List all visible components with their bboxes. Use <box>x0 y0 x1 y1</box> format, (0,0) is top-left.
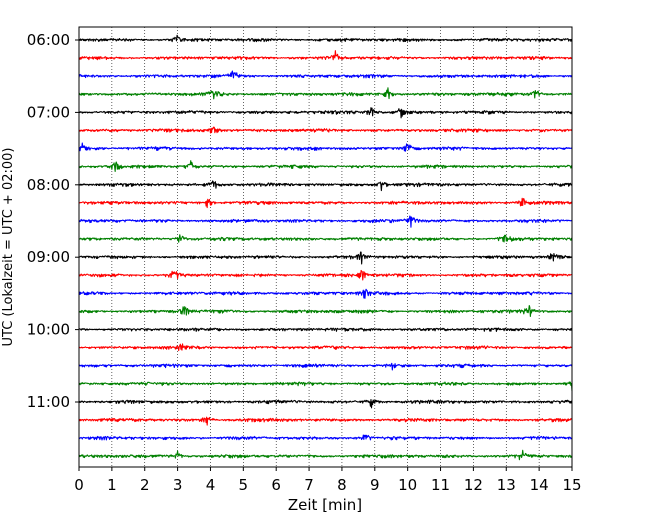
x-tick-label: 15 <box>562 476 581 494</box>
x-tick-label: 11 <box>431 476 450 494</box>
trace-line <box>78 160 573 172</box>
y-axis-label: UTC (Lokalzeit = UTC + 02:00) <box>1 148 16 347</box>
x-tick-label: 0 <box>74 476 84 494</box>
grid-lines <box>111 27 540 467</box>
x-tick-label: 9 <box>370 476 380 494</box>
trace-line <box>78 381 573 392</box>
trace-line <box>78 305 573 318</box>
plot-frame <box>78 26 573 468</box>
trace-line <box>78 288 573 299</box>
y-tick-label: 08:00 <box>27 176 70 194</box>
trace-line <box>78 343 573 352</box>
y-tick-label: 07:00 <box>27 103 70 121</box>
x-tick-label: 6 <box>271 476 281 494</box>
trace-line <box>78 434 573 441</box>
trace-line <box>78 34 573 43</box>
y-tick-label: 09:00 <box>27 248 70 266</box>
x-tick-label: 14 <box>530 476 549 494</box>
trace-line <box>78 416 573 426</box>
trace-line <box>78 251 573 265</box>
seismic-traces <box>78 34 573 461</box>
x-axis-label: Zeit [min] <box>288 496 362 514</box>
trace-line <box>78 398 573 409</box>
trace-line <box>78 142 573 152</box>
x-axis-ticks: 0 1 2 3 4 5 6 7 8 9 10 11 12 13 14 15 <box>74 467 582 494</box>
trace-line <box>78 362 573 371</box>
trace-line <box>78 234 573 243</box>
trace-line <box>78 180 573 192</box>
trace-line <box>78 449 573 461</box>
x-tick-label: 5 <box>239 476 249 494</box>
x-tick-label: 7 <box>304 476 314 494</box>
x-tick-label: 13 <box>497 476 516 494</box>
trace-line <box>78 50 573 61</box>
trace-line <box>78 215 573 228</box>
x-tick-label: 3 <box>173 476 183 494</box>
trace-line <box>78 126 573 134</box>
y-tick-label: 10:00 <box>27 321 70 339</box>
x-tick-label: 2 <box>140 476 150 494</box>
x-tick-label: 12 <box>464 476 483 494</box>
x-tick-label: 8 <box>337 476 347 494</box>
trace-line <box>78 107 573 119</box>
trace-line <box>78 269 573 281</box>
y-axis-ticks: 06:00 07:00 08:00 09:00 10:00 11:00 <box>27 31 79 411</box>
trace-line <box>78 197 573 209</box>
x-tick-label: 10 <box>398 476 417 494</box>
x-tick-label: 1 <box>107 476 117 494</box>
x-tick-label: 4 <box>206 476 216 494</box>
trace-line <box>78 327 573 332</box>
trace-line <box>78 87 573 100</box>
y-tick-label: 11:00 <box>27 393 70 411</box>
y-tick-label: 06:00 <box>27 31 70 49</box>
trace-line <box>78 70 573 79</box>
